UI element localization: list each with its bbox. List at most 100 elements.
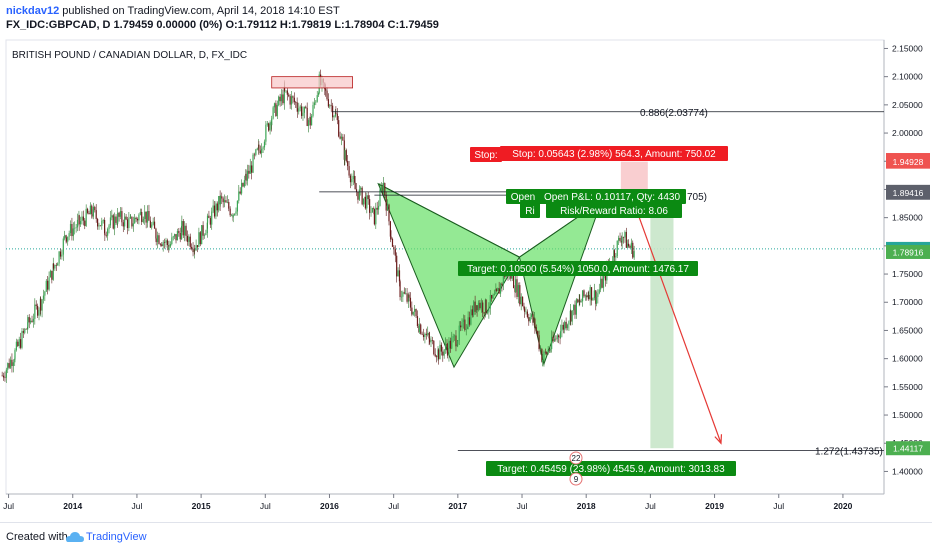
candle-body — [76, 219, 79, 228]
candle-body — [388, 204, 390, 222]
ri-prefix-label-text: Ri — [525, 206, 534, 217]
target-zone-box — [650, 191, 674, 449]
candle-body — [624, 231, 626, 238]
candle-body — [104, 220, 106, 234]
candle-body — [245, 173, 247, 181]
candle-body — [446, 343, 448, 349]
price-badge-text: 1.44117 — [893, 444, 923, 454]
candle-body — [499, 283, 502, 294]
candle-body — [613, 250, 616, 258]
candle-body — [69, 224, 72, 234]
target1-label-text: Target: 0.10500 (5.54%) 1050.0, Amount: … — [467, 264, 689, 275]
candle-body — [564, 321, 566, 330]
candle-body — [577, 299, 579, 303]
candle-body — [391, 238, 394, 247]
candle-body — [62, 238, 64, 255]
candle-body — [107, 229, 109, 236]
candle-body — [379, 189, 381, 206]
price-badge-bg — [886, 185, 930, 200]
candle-body — [528, 317, 530, 322]
candle-body — [488, 308, 490, 313]
candle-body — [553, 338, 556, 342]
candle-body — [630, 242, 632, 248]
candle-body — [97, 218, 99, 227]
candle-body — [85, 208, 87, 226]
chart-header: nickdav12 published on TradingView.com, … — [0, 0, 932, 34]
candle-body — [302, 112, 304, 116]
candle-body — [182, 221, 184, 236]
footer: Created with TradingView — [0, 522, 932, 551]
candle-body — [461, 321, 463, 328]
tradingview-brand[interactable]: TradingView — [86, 531, 147, 543]
candle-body — [366, 195, 368, 209]
candle-body — [118, 212, 120, 217]
stop-label-text: Stop: 0.05643 (2.98%) 564.3, Amount: 750… — [512, 149, 716, 160]
candle-body — [219, 196, 221, 205]
candle-body — [299, 106, 301, 109]
candle-body — [208, 215, 210, 219]
candle-body — [222, 198, 224, 203]
candle-body — [276, 104, 278, 117]
candle-body — [75, 227, 77, 228]
candle-body — [305, 106, 307, 108]
author-link[interactable]: nickdav12 — [6, 5, 60, 17]
candle-body — [298, 108, 300, 112]
candle-body — [119, 211, 122, 217]
publish-line: nickdav12 published on TradingView.com, … — [6, 5, 340, 17]
candle-body — [166, 240, 168, 246]
candle-body — [497, 288, 499, 291]
candle-body — [213, 205, 216, 217]
candle-body — [589, 287, 591, 300]
candle-body — [67, 236, 69, 242]
candle-body — [541, 349, 543, 362]
candle-body — [406, 293, 408, 302]
candle-body — [498, 288, 500, 294]
candle-body — [185, 225, 187, 236]
candle-body — [199, 232, 201, 245]
candle-body — [501, 283, 503, 286]
candle-body — [135, 217, 137, 220]
candle-body — [348, 166, 350, 176]
price-badge: 1.94928 — [886, 154, 930, 169]
target1-label-bg — [458, 261, 698, 276]
candle-body — [34, 304, 36, 319]
x-tick-label: Jul — [517, 501, 528, 511]
candle-body — [340, 136, 343, 139]
candle-body — [574, 304, 576, 315]
candle-body — [307, 120, 310, 126]
candle-body — [523, 306, 525, 309]
candle-body — [168, 246, 170, 250]
candle-body — [74, 227, 76, 229]
candle-body — [5, 369, 7, 378]
candle-body — [289, 96, 291, 105]
candle-body — [384, 182, 386, 196]
candle-body — [339, 136, 341, 139]
y-tick-label: 1.85000 — [892, 213, 923, 223]
candle-body — [422, 334, 425, 338]
candle-body — [530, 314, 533, 318]
candle-body — [411, 307, 413, 315]
candle-body — [115, 216, 117, 223]
candle-body — [22, 331, 24, 333]
candle-body — [601, 278, 603, 288]
open-pnl-label: Open P&L: 0.10117, Qty: 4430 — [538, 189, 686, 204]
candle-body — [203, 235, 206, 236]
candle-body — [358, 189, 360, 200]
candle-body — [38, 309, 40, 316]
candle-body — [424, 333, 426, 338]
candle-body — [593, 290, 595, 299]
candle-body — [181, 221, 183, 226]
candle-body — [14, 358, 16, 363]
candle-body — [443, 349, 445, 356]
price-chart[interactable]: 2.150002.100002.050002.000001.950001.900… — [0, 34, 932, 520]
x-tick-label: 2014 — [63, 501, 82, 511]
candle-body — [286, 90, 288, 95]
candle-body — [114, 216, 116, 229]
candle-body — [334, 112, 337, 117]
fib-label: 0.886(2.03774) — [640, 108, 708, 119]
candle-body — [259, 150, 261, 154]
candle-body — [138, 214, 140, 221]
projection-arrow-line — [630, 194, 722, 444]
candle-body — [52, 263, 54, 280]
candle-body — [61, 254, 63, 257]
